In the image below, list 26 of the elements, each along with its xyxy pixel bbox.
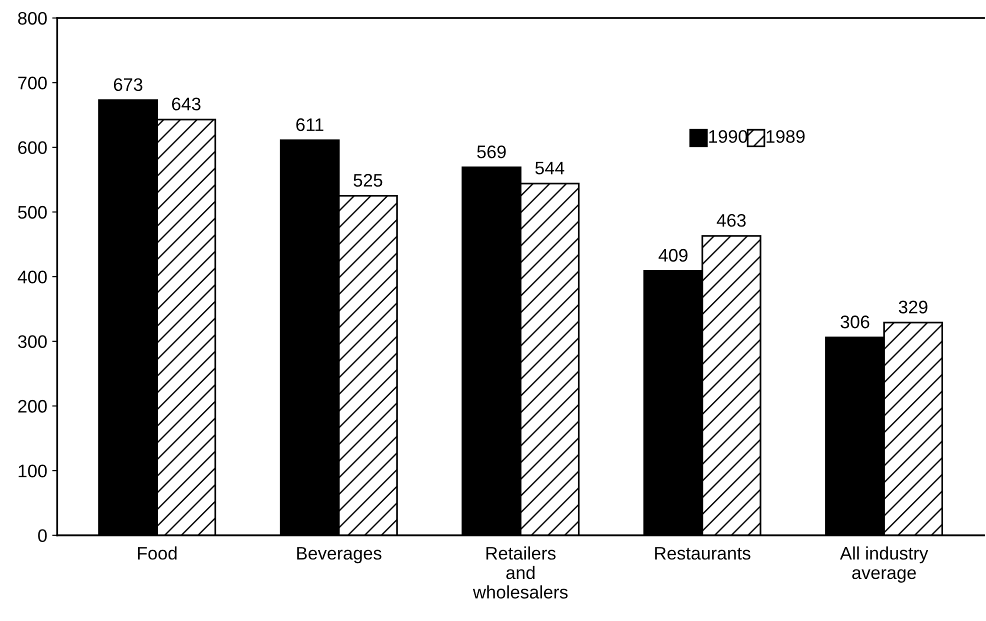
- data-label: 525: [354, 174, 382, 187]
- data-label: 329: [898, 300, 928, 314]
- legend-label: 1990: [709, 130, 748, 143]
- data-label: 611: [296, 118, 324, 132]
- y-tick-label: 400: [18, 270, 47, 284]
- y-tick-label: 0: [38, 529, 47, 542]
- y-tick-label: 500: [18, 206, 47, 219]
- y-tick-label: 600: [18, 141, 47, 154]
- x-tick-label: Beverages: [297, 547, 382, 564]
- x-tick-label: Food: [138, 546, 177, 560]
- data-label: 569: [477, 145, 506, 158]
- y-tick-label: 200: [18, 400, 47, 413]
- y-tick-label: 700: [18, 76, 47, 90]
- x-tick-label: Retailers and wholesalers: [472, 546, 568, 599]
- y-tick-label: 800: [18, 12, 47, 25]
- data-label: 409: [658, 248, 688, 262]
- data-label: 643: [172, 98, 200, 110]
- data-label: 306: [840, 316, 870, 328]
- legend-label: 1989: [766, 130, 805, 143]
- data-label: 544: [535, 162, 564, 174]
- y-tick-label: 100: [18, 464, 47, 478]
- x-tick-label: All industry average: [840, 546, 928, 583]
- x-tick-label: Restaurants: [655, 547, 750, 560]
- data-label: 463: [716, 214, 746, 227]
- data-label: 673: [114, 78, 142, 92]
- y-tick-label: 300: [18, 335, 47, 348]
